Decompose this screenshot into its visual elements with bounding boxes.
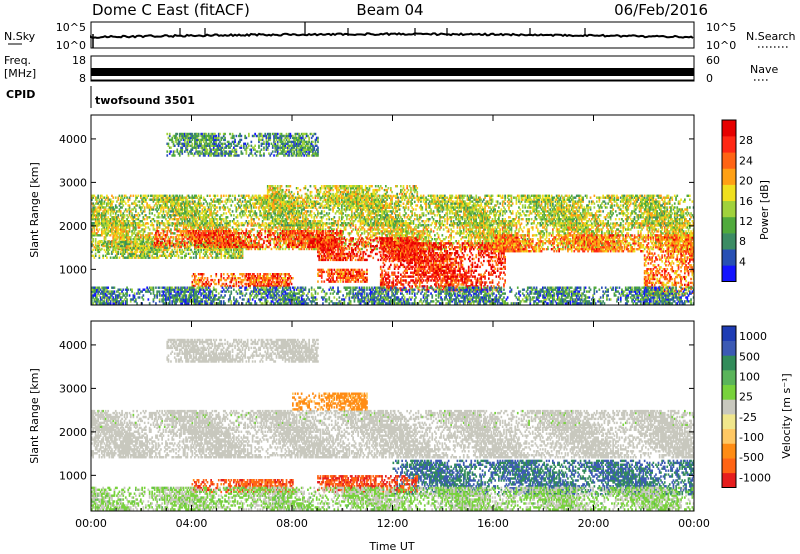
range-cell [259, 248, 261, 250]
range-cell [173, 236, 175, 238]
nsky-line [91, 33, 693, 38]
cpid-program: twofsound 3501 [95, 94, 195, 107]
nsearch-tick-top: 10^5 [706, 21, 736, 34]
freq-tick-top: 18 [72, 54, 86, 67]
range-cell [262, 228, 264, 230]
range-cell [99, 228, 101, 230]
nsearch-label: N.Search [746, 30, 796, 43]
range-cell [145, 226, 147, 228]
beam-title: Beam 04 [356, 1, 423, 19]
range-cell [149, 228, 151, 230]
power-cells [91, 133, 694, 305]
cpid-label: CPID [6, 88, 35, 101]
freq-tick-bottom: 8 [79, 72, 86, 85]
range-cell [174, 232, 176, 234]
range-cell [253, 228, 255, 230]
nsearch-tick-bottom: 10^0 [706, 39, 736, 52]
nsky-trace [91, 22, 693, 48]
freq-label-1: Freq. [4, 54, 31, 67]
range-cell [247, 238, 249, 240]
range-cell [168, 226, 170, 228]
freq-panel: Freq. [MHz] 18 8 60 0 Nave [4, 54, 778, 85]
range-cell [159, 226, 161, 228]
range-cell [135, 226, 137, 228]
station-title: Dome C East (fitACF) [92, 1, 250, 19]
nsky-tick-top: 10^5 [56, 21, 86, 34]
range-cell [95, 238, 97, 240]
nsky-tick-bottom: 10^0 [56, 39, 86, 52]
range-cell [92, 238, 94, 240]
range-cell [151, 232, 153, 234]
nsky-label: N.Sky [4, 30, 36, 43]
nsky-panel: N.Sky 10^5 10^0 10^5 10^0 N.Search [4, 21, 796, 52]
nave-tick-bottom: 0 [706, 72, 713, 85]
radar-summary-plot: Dome C East (fitACF) Beam 04 06/Feb/2016… [0, 0, 800, 554]
freq-label-2: [MHz] [4, 67, 36, 80]
freq-trace [91, 68, 694, 76]
date-title: 06/Feb/2016 [614, 1, 708, 19]
range-cell [238, 228, 240, 230]
nave-tick-top: 60 [706, 54, 720, 67]
range-cell [251, 248, 253, 250]
range-cell [262, 248, 264, 250]
nave-label: Nave [750, 63, 778, 76]
